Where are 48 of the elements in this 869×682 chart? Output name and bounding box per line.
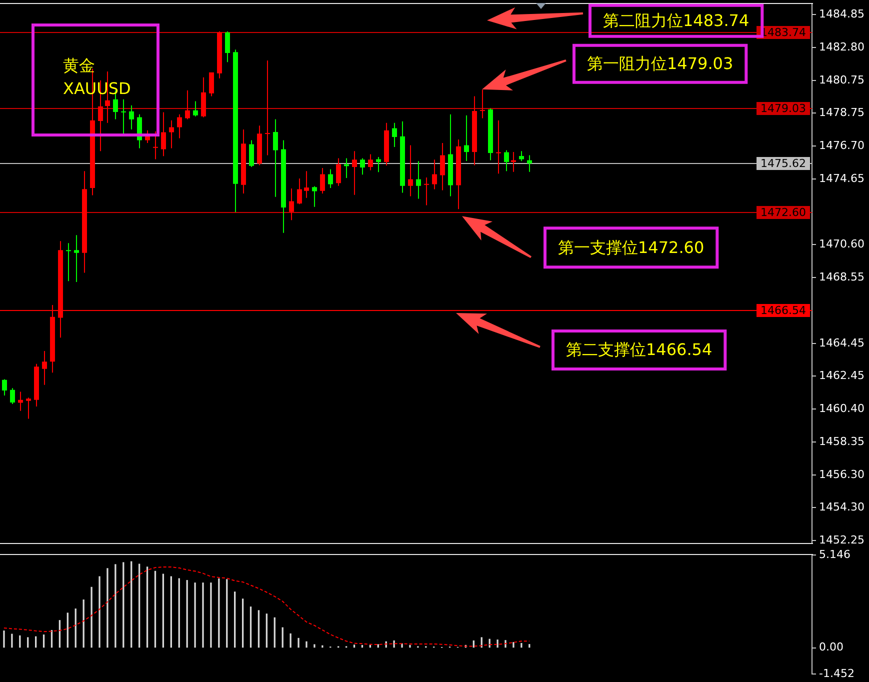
candlestick (169, 120, 174, 148)
y-tick-label: -1.452 (819, 666, 854, 680)
ref-line-label: 1472.60 (760, 206, 806, 219)
candlestick (66, 243, 71, 282)
y-tick-label: 1482.80 (819, 40, 864, 54)
ref-line-label: 1479.03 (760, 102, 806, 115)
candlestick (496, 120, 501, 174)
candlestick (344, 158, 349, 178)
y-tick-label: 1454.30 (819, 500, 864, 514)
candlestick (416, 161, 421, 199)
candlestick (480, 90, 485, 118)
y-tick-label: 1464.45 (819, 336, 864, 350)
y-tick-label: 1462.45 (819, 368, 864, 382)
y-tick-label: 1452.25 (819, 533, 864, 546)
candlestick (18, 392, 23, 411)
candlestick (304, 171, 309, 198)
y-tick-label: 1476.70 (819, 138, 864, 152)
candlestick (376, 156, 381, 172)
y-tick-label: 5.146 (819, 548, 850, 561)
y-tick-label: 1478.75 (819, 106, 864, 119)
candlestick (26, 398, 31, 419)
ref-line-label: 1483.74 (760, 26, 806, 39)
candlestick (464, 115, 469, 162)
candlestick (527, 155, 532, 172)
candlestick (352, 151, 357, 195)
candlestick (121, 99, 126, 136)
line-series (3, 566, 530, 647)
annotation: 第二阻力位1483.74 (602, 11, 750, 30)
y-tick-label: 1470.60 (819, 237, 864, 250)
y-tick-label: 1474.65 (819, 172, 864, 185)
y-tick-label: 1456.30 (819, 468, 864, 482)
y-tick-label: 1458.35 (819, 435, 864, 448)
candlestick (424, 177, 429, 206)
y-tick-label: 1480.75 (819, 74, 864, 87)
candlestick (312, 186, 317, 207)
y-tick-label: 1460.40 (819, 402, 864, 415)
ref-line-label: 1475.62 (760, 156, 806, 170)
annotation: 第一支撑位1472.60 (558, 238, 704, 257)
y-tick-label: 1484.85 (819, 7, 864, 20)
annotation: 第二支撑位1466.54 (566, 340, 712, 360)
annotation: 第一阻力位1479.03 (586, 54, 734, 74)
candlestick (74, 235, 79, 282)
candlestick (265, 60, 270, 156)
candlestick (511, 152, 516, 172)
ref-line-label: 1466.54 (760, 304, 806, 317)
y-tick-label: 1468.55 (819, 270, 864, 284)
candlestick (42, 350, 47, 385)
candlestick (408, 145, 413, 196)
